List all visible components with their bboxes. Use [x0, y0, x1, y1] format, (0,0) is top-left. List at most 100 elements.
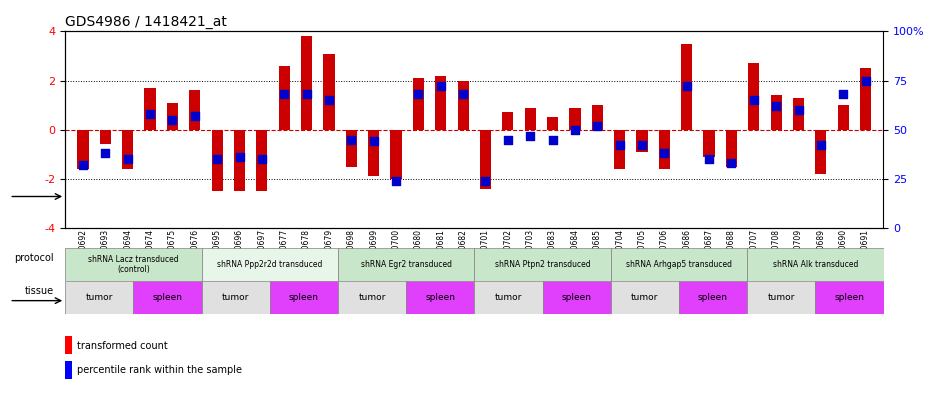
Point: [456, 91, 471, 97]
Point: [500, 136, 515, 143]
Point: [299, 91, 314, 97]
Point: [612, 142, 627, 149]
Point: [187, 113, 202, 119]
Text: tissue: tissue: [24, 286, 54, 296]
Bar: [234, 130, 246, 191]
FancyBboxPatch shape: [406, 281, 474, 314]
Bar: [65, 336, 73, 354]
Bar: [725, 130, 737, 167]
Bar: [257, 130, 268, 191]
Point: [209, 156, 224, 162]
Point: [165, 117, 179, 123]
Point: [567, 127, 582, 133]
Bar: [391, 130, 402, 179]
Bar: [301, 37, 312, 130]
Point: [836, 91, 851, 97]
Bar: [749, 63, 760, 130]
Text: tumor: tumor: [495, 293, 522, 302]
Bar: [591, 105, 603, 130]
Bar: [681, 44, 692, 130]
Bar: [636, 130, 647, 152]
Bar: [368, 130, 379, 176]
Bar: [189, 90, 200, 130]
Text: shRNA Arhgap5 transduced: shRNA Arhgap5 transduced: [626, 260, 732, 269]
FancyBboxPatch shape: [338, 281, 406, 314]
Bar: [122, 130, 133, 169]
Point: [701, 156, 716, 162]
Bar: [816, 130, 827, 174]
Point: [814, 142, 829, 149]
Point: [344, 136, 359, 143]
Bar: [480, 130, 491, 189]
Bar: [703, 130, 714, 157]
Bar: [279, 66, 290, 130]
Point: [679, 83, 694, 90]
Point: [232, 154, 247, 160]
Bar: [324, 53, 335, 130]
Point: [590, 123, 604, 129]
FancyBboxPatch shape: [270, 281, 338, 314]
Bar: [860, 68, 871, 130]
FancyBboxPatch shape: [747, 248, 884, 281]
Point: [634, 142, 649, 149]
Point: [75, 162, 90, 168]
Text: tumor: tumor: [631, 293, 658, 302]
Bar: [211, 130, 223, 191]
FancyBboxPatch shape: [747, 281, 816, 314]
Text: shRNA Alk transduced: shRNA Alk transduced: [773, 260, 858, 269]
FancyBboxPatch shape: [611, 248, 747, 281]
Text: shRNA Lacz transduced
(control): shRNA Lacz transduced (control): [88, 255, 179, 274]
Bar: [658, 130, 670, 169]
Point: [366, 138, 381, 145]
Text: shRNA Ptpn2 transduced: shRNA Ptpn2 transduced: [495, 260, 591, 269]
Point: [411, 91, 426, 97]
Bar: [77, 130, 88, 169]
Text: spleen: spleen: [153, 293, 182, 302]
Point: [478, 178, 493, 184]
Text: tumor: tumor: [358, 293, 386, 302]
Bar: [65, 361, 73, 379]
Bar: [144, 88, 155, 130]
Point: [769, 103, 784, 109]
Bar: [502, 112, 513, 130]
Text: shRNA Egr2 transduced: shRNA Egr2 transduced: [361, 260, 452, 269]
Bar: [525, 108, 536, 130]
FancyBboxPatch shape: [133, 281, 202, 314]
Point: [277, 91, 292, 97]
FancyBboxPatch shape: [202, 281, 270, 314]
Point: [791, 107, 806, 113]
Point: [523, 132, 538, 139]
Text: transformed count: transformed count: [76, 341, 167, 351]
Bar: [547, 118, 558, 130]
Text: protocol: protocol: [14, 253, 54, 263]
FancyBboxPatch shape: [679, 281, 747, 314]
FancyBboxPatch shape: [474, 281, 542, 314]
Text: spleen: spleen: [834, 293, 864, 302]
Point: [657, 150, 671, 156]
Bar: [413, 78, 424, 130]
Point: [322, 97, 337, 103]
FancyBboxPatch shape: [338, 248, 474, 281]
Bar: [793, 98, 804, 130]
Bar: [838, 105, 849, 130]
FancyBboxPatch shape: [611, 281, 679, 314]
FancyBboxPatch shape: [65, 281, 133, 314]
Point: [255, 156, 270, 162]
Text: tumor: tumor: [222, 293, 249, 302]
Point: [120, 156, 135, 162]
Text: shRNA Ppp2r2d transduced: shRNA Ppp2r2d transduced: [217, 260, 323, 269]
Bar: [569, 108, 580, 130]
Text: spleen: spleen: [289, 293, 319, 302]
FancyBboxPatch shape: [542, 281, 611, 314]
Text: spleen: spleen: [698, 293, 728, 302]
Point: [724, 160, 739, 166]
Text: percentile rank within the sample: percentile rank within the sample: [76, 365, 242, 375]
Bar: [346, 130, 357, 167]
Point: [433, 83, 448, 90]
Text: tumor: tumor: [86, 293, 113, 302]
Text: spleen: spleen: [562, 293, 591, 302]
Point: [389, 178, 404, 184]
Text: GDS4986 / 1418421_at: GDS4986 / 1418421_at: [65, 15, 227, 29]
FancyBboxPatch shape: [816, 281, 884, 314]
Point: [747, 97, 762, 103]
